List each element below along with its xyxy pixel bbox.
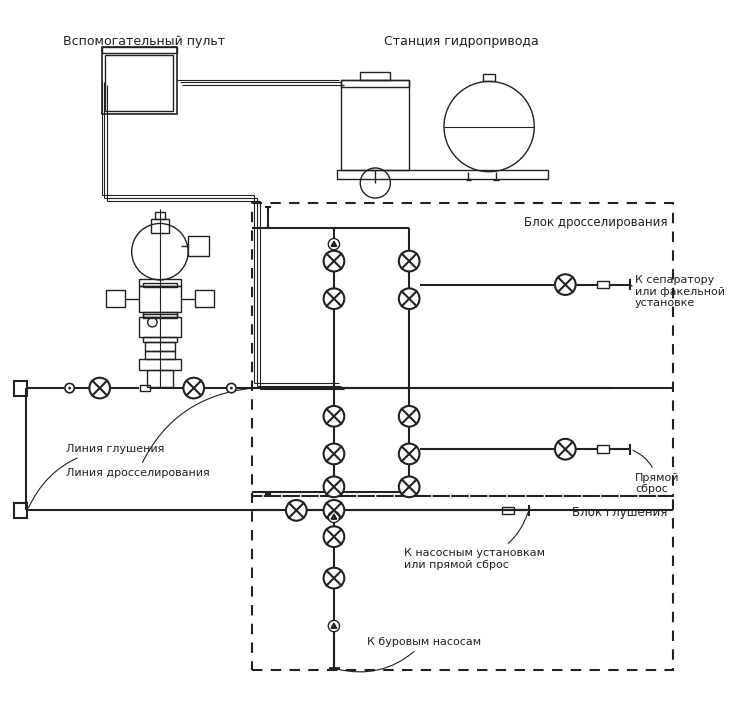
Bar bbox=[143, 282, 177, 287]
Text: Линия дросселирования: Линия дросселирования bbox=[66, 388, 251, 478]
Bar bbox=[336, 170, 548, 179]
Bar bbox=[139, 285, 180, 312]
Bar bbox=[139, 317, 180, 337]
Bar bbox=[140, 385, 150, 391]
Bar bbox=[188, 236, 209, 257]
Circle shape bbox=[323, 288, 345, 309]
Circle shape bbox=[323, 568, 345, 588]
Bar bbox=[106, 55, 173, 111]
Bar bbox=[484, 74, 495, 82]
Circle shape bbox=[286, 500, 306, 521]
Text: Прямой
сброс: Прямой сброс bbox=[633, 450, 679, 494]
Circle shape bbox=[323, 500, 345, 521]
Circle shape bbox=[323, 526, 345, 547]
Circle shape bbox=[230, 387, 233, 390]
Bar bbox=[102, 46, 177, 53]
Bar bbox=[360, 72, 391, 79]
Circle shape bbox=[328, 511, 339, 523]
Circle shape bbox=[323, 406, 345, 427]
Circle shape bbox=[323, 476, 345, 497]
Bar bbox=[597, 445, 608, 453]
Text: Блок дросселирования: Блок дросселирования bbox=[524, 216, 668, 229]
Bar bbox=[139, 279, 180, 285]
Circle shape bbox=[65, 383, 74, 393]
Polygon shape bbox=[331, 514, 336, 519]
Bar bbox=[139, 359, 180, 370]
Circle shape bbox=[399, 406, 419, 427]
Circle shape bbox=[555, 439, 575, 460]
Circle shape bbox=[399, 476, 419, 497]
Bar bbox=[106, 290, 125, 307]
Bar bbox=[143, 314, 177, 318]
Circle shape bbox=[68, 387, 71, 390]
Bar bbox=[14, 503, 27, 518]
Bar bbox=[147, 370, 173, 387]
Circle shape bbox=[399, 251, 419, 272]
Circle shape bbox=[399, 443, 419, 464]
Bar bbox=[143, 312, 177, 317]
Bar bbox=[150, 219, 169, 233]
Text: Вспомогательный пульт: Вспомогательный пульт bbox=[63, 35, 225, 49]
Polygon shape bbox=[331, 242, 336, 247]
Circle shape bbox=[328, 239, 339, 250]
Text: Блок глушения: Блок глушения bbox=[572, 506, 668, 518]
Text: Линия глушения: Линия глушения bbox=[29, 444, 164, 508]
Bar bbox=[145, 351, 175, 359]
Circle shape bbox=[323, 251, 345, 272]
Bar bbox=[143, 337, 177, 342]
Bar bbox=[252, 203, 673, 496]
Text: Станция гидропривода: Станция гидропривода bbox=[383, 35, 538, 49]
Bar bbox=[145, 342, 175, 351]
Bar bbox=[195, 290, 213, 307]
Text: К буровым насосам: К буровым насосам bbox=[336, 637, 481, 672]
Bar bbox=[502, 507, 514, 514]
Text: К сепаратору
или факельной
установке: К сепаратору или факельной установке bbox=[630, 275, 725, 308]
Text: К насосным установкам
или прямой сброс: К насосным установкам или прямой сброс bbox=[405, 513, 545, 570]
Bar bbox=[14, 380, 27, 395]
Bar bbox=[155, 212, 165, 219]
Circle shape bbox=[328, 621, 339, 631]
Circle shape bbox=[89, 378, 110, 398]
Circle shape bbox=[183, 378, 204, 398]
Bar bbox=[102, 46, 177, 114]
Circle shape bbox=[323, 443, 345, 464]
Bar bbox=[342, 79, 409, 87]
Polygon shape bbox=[331, 623, 336, 628]
Circle shape bbox=[555, 275, 575, 295]
Circle shape bbox=[399, 288, 419, 309]
Bar bbox=[342, 79, 409, 170]
Bar bbox=[252, 496, 673, 670]
Bar bbox=[597, 281, 608, 288]
Circle shape bbox=[226, 383, 236, 393]
